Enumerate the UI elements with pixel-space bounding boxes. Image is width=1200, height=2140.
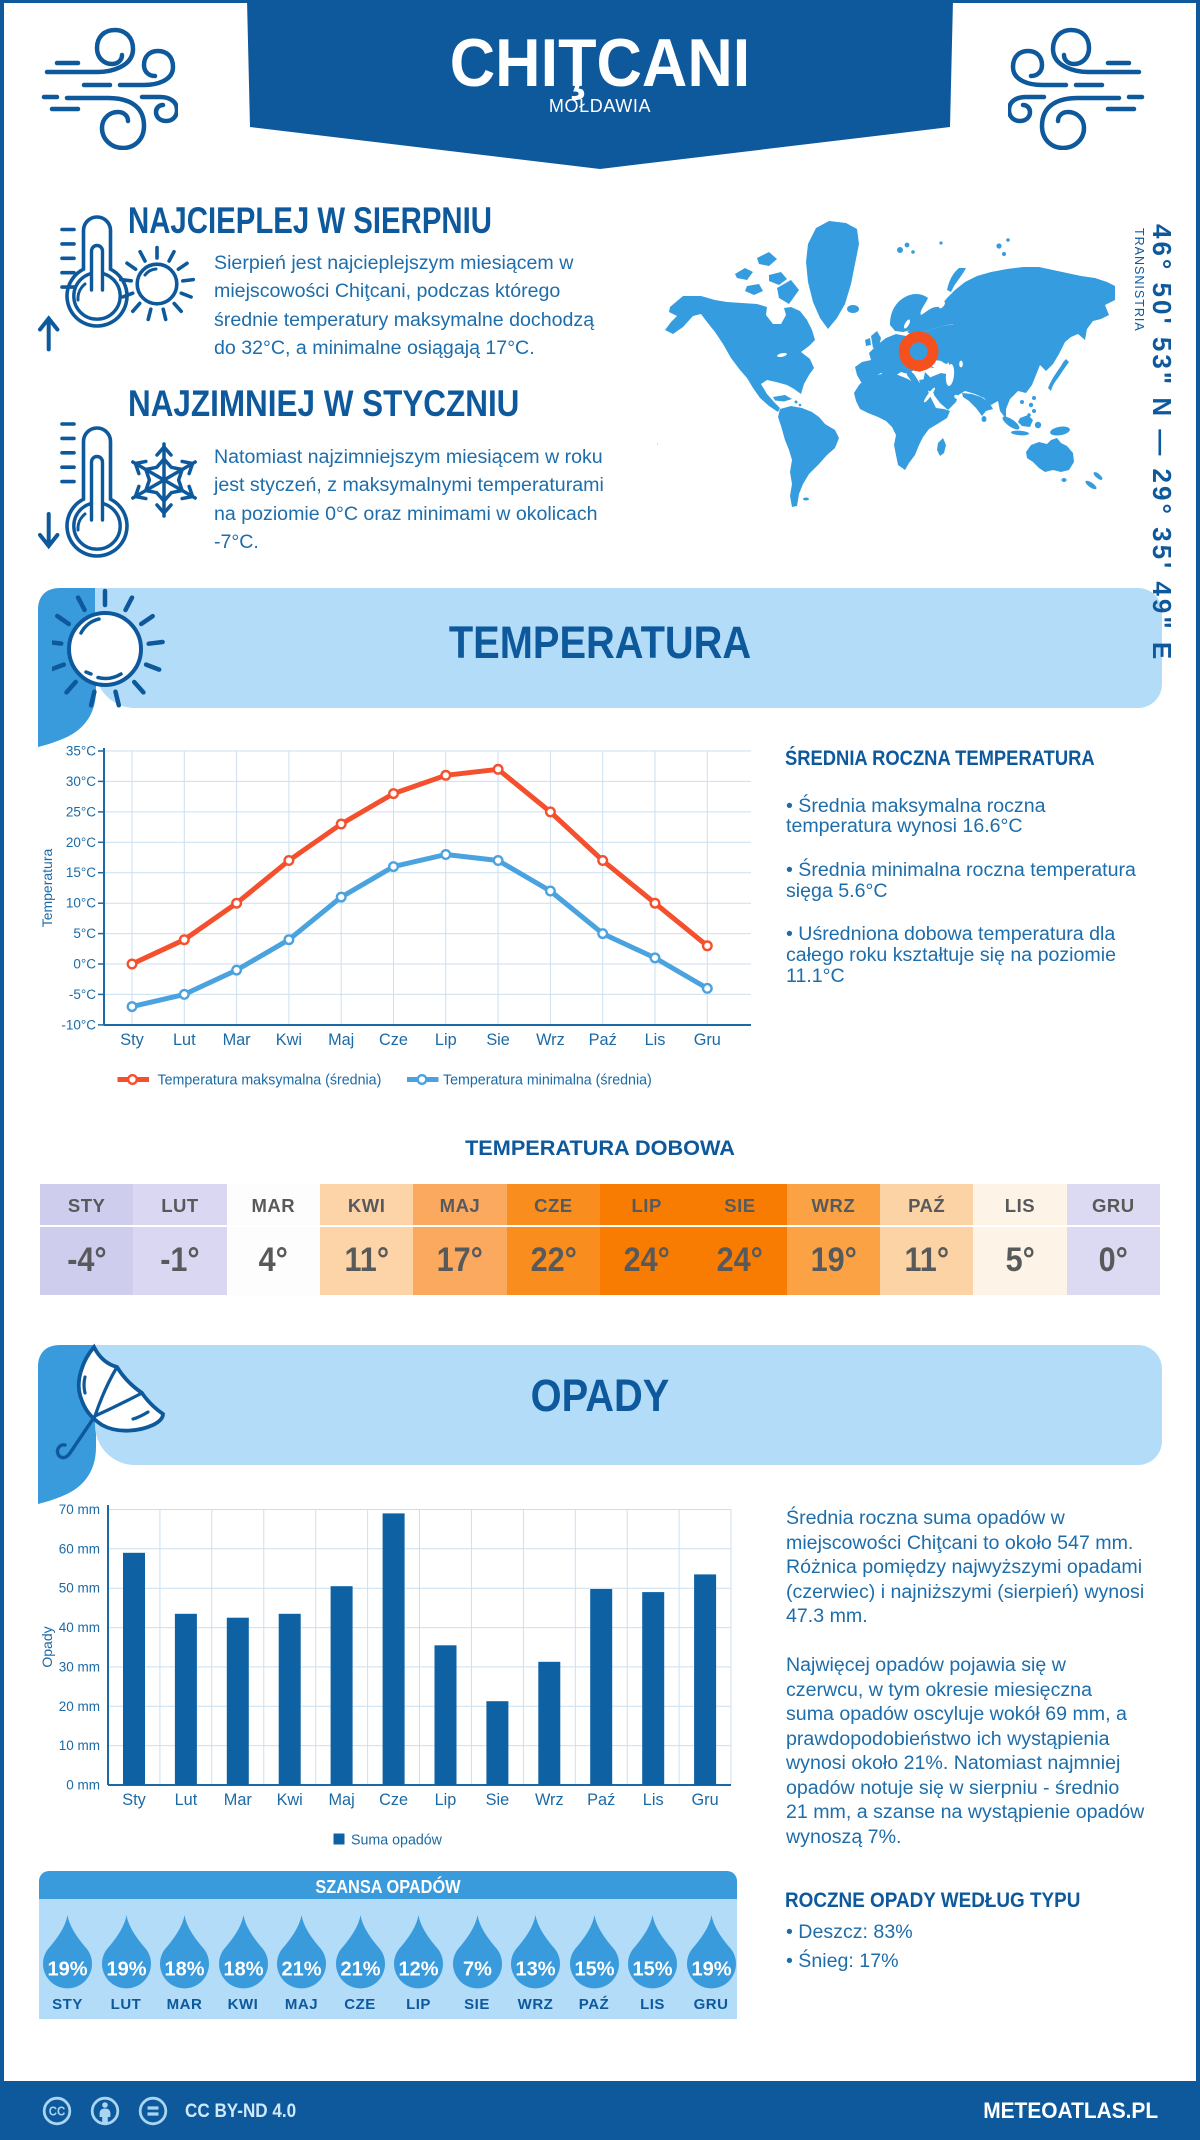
svg-text:Paź: Paź <box>587 1791 615 1809</box>
svg-text:Sie: Sie <box>486 1791 510 1809</box>
svg-text:Maj: Maj <box>328 1791 354 1809</box>
svg-text:50 mm: 50 mm <box>59 1581 100 1596</box>
svg-text:18%: 18% <box>164 1959 204 1981</box>
svg-text:Temperatura minimalna (średnia: Temperatura minimalna (średnia) <box>443 1072 652 1088</box>
svg-text:Lut: Lut <box>175 1791 198 1809</box>
svg-text:Sty: Sty <box>120 1031 144 1049</box>
svg-text:-5°C: -5°C <box>69 987 96 1002</box>
svg-text:13%: 13% <box>515 1959 555 1981</box>
svg-text:7%: 7% <box>463 1959 492 1981</box>
svg-text:21%: 21% <box>340 1959 380 1981</box>
svg-text:Temperatura maksymalna (średni: Temperatura maksymalna (średnia) <box>158 1072 382 1088</box>
svg-text:-10°C: -10°C <box>61 1017 96 1032</box>
svg-text:20 mm: 20 mm <box>59 1699 100 1714</box>
svg-text:Mar: Mar <box>223 1031 252 1049</box>
svg-text:35°C: 35°C <box>66 744 96 759</box>
svg-text:5°C: 5°C <box>73 926 96 941</box>
svg-text:25°C: 25°C <box>66 804 96 819</box>
svg-text:70 mm: 70 mm <box>59 1502 100 1517</box>
svg-text:60 mm: 60 mm <box>59 1541 100 1556</box>
svg-text:40 mm: 40 mm <box>59 1620 100 1635</box>
svg-text:Lis: Lis <box>645 1031 666 1049</box>
svg-text:15%: 15% <box>574 1959 614 1981</box>
svg-text:0 mm: 0 mm <box>66 1778 100 1793</box>
svg-text:Kwi: Kwi <box>277 1791 303 1809</box>
svg-text:15°C: 15°C <box>66 865 96 880</box>
svg-text:15%: 15% <box>632 1959 672 1981</box>
svg-text:CC: CC <box>49 2104 66 2119</box>
svg-text:21%: 21% <box>281 1959 321 1981</box>
svg-text:20°C: 20°C <box>66 835 96 850</box>
svg-text:Lut: Lut <box>173 1031 196 1049</box>
svg-text:Wrz: Wrz <box>535 1791 564 1809</box>
svg-text:Sty: Sty <box>122 1791 146 1809</box>
svg-text:10°C: 10°C <box>66 896 96 911</box>
svg-text:18%: 18% <box>223 1959 263 1981</box>
svg-text:19%: 19% <box>691 1959 731 1981</box>
svg-text:Wrz: Wrz <box>536 1031 565 1049</box>
svg-text:Lip: Lip <box>435 1031 457 1049</box>
svg-text:Sie: Sie <box>486 1031 510 1049</box>
svg-text:0°C: 0°C <box>73 957 96 972</box>
svg-text:12%: 12% <box>398 1959 438 1981</box>
svg-text:19%: 19% <box>106 1959 146 1981</box>
svg-text:Cze: Cze <box>379 1791 408 1809</box>
svg-text:Gru: Gru <box>692 1791 719 1809</box>
svg-text:Gru: Gru <box>694 1031 721 1049</box>
svg-text:Cze: Cze <box>379 1031 408 1049</box>
svg-text:Paź: Paź <box>589 1031 617 1049</box>
svg-text:30 mm: 30 mm <box>59 1659 100 1674</box>
svg-text:Lis: Lis <box>643 1791 664 1809</box>
svg-text:Kwi: Kwi <box>276 1031 302 1049</box>
svg-text:30°C: 30°C <box>66 774 96 789</box>
svg-text:Suma opadów: Suma opadów <box>351 1832 442 1848</box>
svg-text:10 mm: 10 mm <box>59 1738 100 1753</box>
svg-text:Opady: Opady <box>40 1626 55 1667</box>
svg-text:Maj: Maj <box>328 1031 354 1049</box>
svg-text:Temperatura: Temperatura <box>40 848 55 927</box>
svg-text:Mar: Mar <box>224 1791 253 1809</box>
svg-text:19%: 19% <box>47 1959 87 1981</box>
svg-text:Lip: Lip <box>435 1791 457 1809</box>
